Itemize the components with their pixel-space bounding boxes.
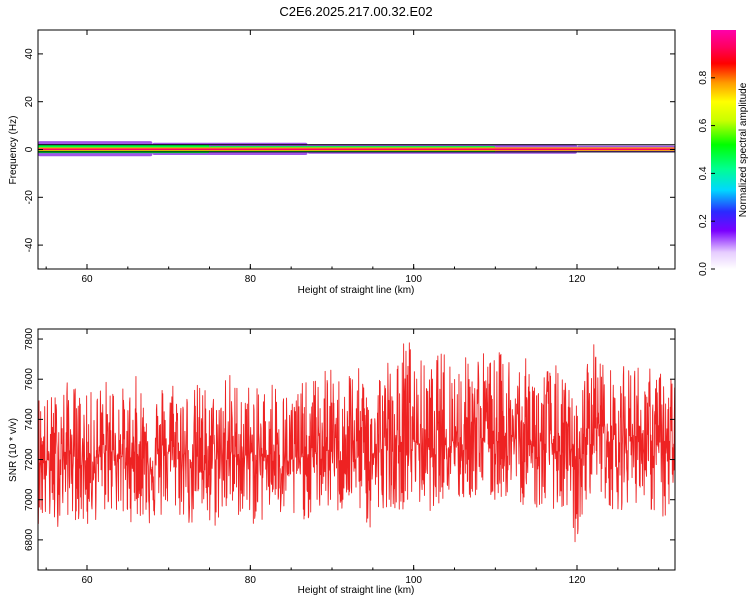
snr-x-tick-label: 100: [405, 575, 422, 586]
spectrogram-x-tick-label: 120: [569, 274, 586, 285]
spectrogram-x-tick-label: 100: [405, 274, 422, 285]
snr-panel: 60 80 100 120 7800 7600 7400 7200 7000 6800 Heig…: [8, 327, 676, 596]
colorbar-tick-label: 0.6: [698, 118, 709, 132]
colorbar: 0.0 0.2 0.4 0.6 0.8 Normalized spectral ampl…: [698, 30, 749, 276]
snr-x-tick-label: 80: [245, 575, 257, 586]
snr-y-tick-label: 7000: [24, 488, 35, 511]
colorbar-gradient: [711, 30, 736, 269]
snr-x-tick-label: 60: [81, 575, 93, 586]
colorbar-tick-label: 0.8: [698, 70, 709, 84]
snr-y-tick-label: 7200: [24, 448, 35, 471]
colorbar-tick-label: 0.0: [698, 262, 709, 276]
colorbar-tick-label: 0.4: [698, 166, 709, 180]
spectrogram-y-tick-label: -40: [24, 237, 35, 252]
snr-y-tick-label: 7400: [24, 408, 35, 431]
spectrogram-x-tick-label: 60: [81, 274, 93, 285]
colorbar-label: Normalized spectral amplitude: [738, 82, 749, 217]
spectral-band: [38, 148, 675, 150]
spectrogram-y-tick-label: 0: [24, 146, 35, 152]
snr-y-tick-label: 7600: [24, 368, 35, 391]
spectrogram-y-tick-label: -20: [24, 190, 35, 205]
snr-y-tick-label: 7800: [24, 327, 35, 350]
spectrogram-y-axis-label: Frequency (Hz): [8, 116, 19, 185]
snr-plot-frame: [37, 328, 676, 571]
spectrogram-x-tick-label: 80: [245, 274, 257, 285]
snr-x-tick-label: 120: [569, 575, 586, 586]
snr-series-line: [38, 342, 675, 543]
snr-y-tick-label: 6800: [24, 528, 35, 551]
snr-y-axis-label: SNR (10 * v/v): [8, 418, 19, 482]
spectrogram-y-tick-label: 20: [24, 96, 35, 108]
spectrogram-panel: 60 80 100 120 40 20 0 -20 -40 Height of straigh…: [8, 29, 676, 296]
colorbar-tick-label: 0.2: [698, 214, 709, 228]
snr-x-axis-label: Height of straight line (km): [298, 585, 415, 596]
spectrogram-x-axis-label: Height of straight line (km): [298, 285, 415, 296]
figure-title: C2E6.2025.217.00.32.E02: [279, 4, 432, 19]
spectrogram-y-tick-label: 40: [24, 48, 35, 60]
